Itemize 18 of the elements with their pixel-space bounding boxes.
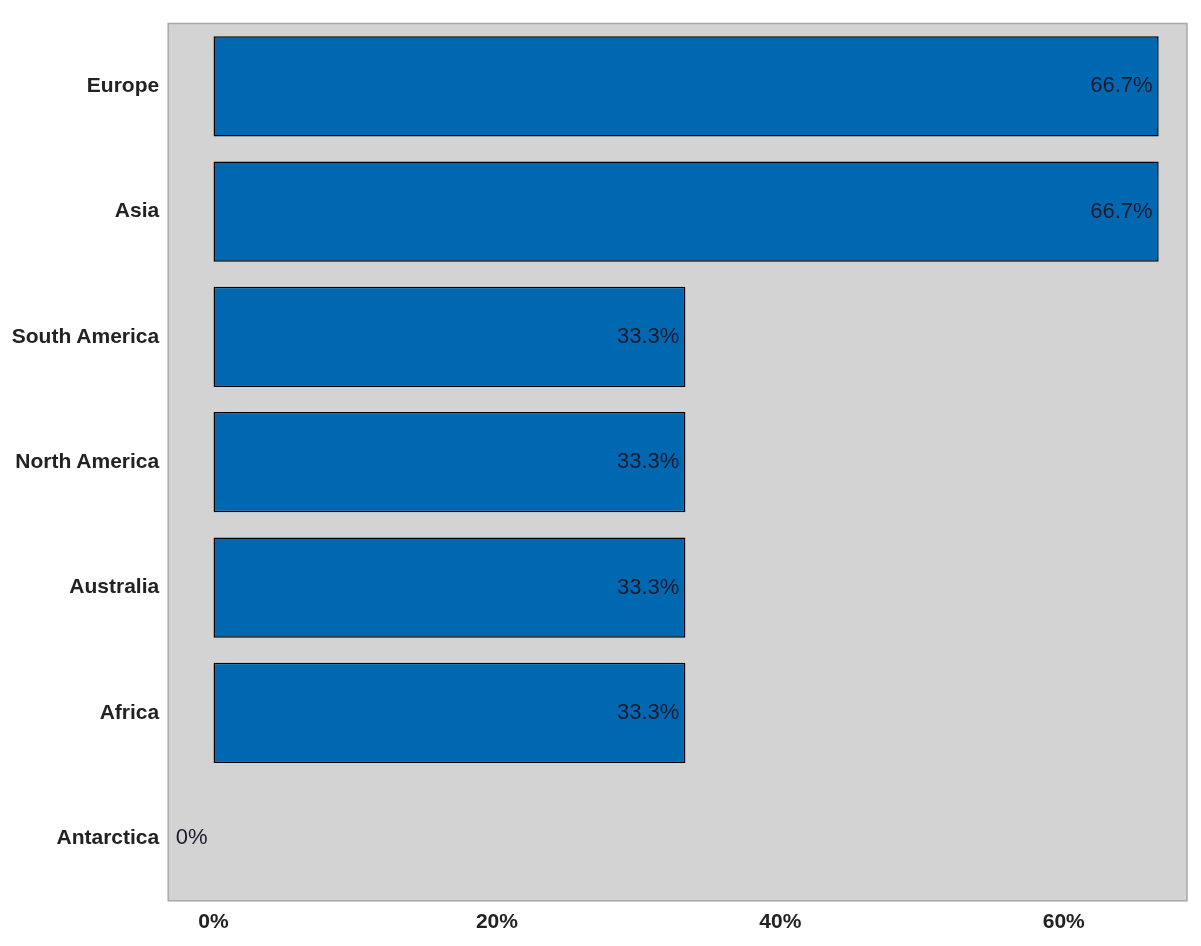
data-label: 66.7% bbox=[1090, 197, 1153, 223]
y-tick-label: South America bbox=[11, 323, 160, 347]
y-tick-label: North America bbox=[15, 449, 160, 472]
y-tick-label: Europe bbox=[86, 73, 160, 97]
data-label: 66.7% bbox=[1090, 72, 1153, 98]
data-label: 0% bbox=[175, 824, 208, 850]
y-tick-label: Australia bbox=[69, 574, 160, 598]
x-tick-label: 20% bbox=[475, 909, 519, 933]
y-tick-label: Antarctica bbox=[56, 824, 160, 848]
data-label: 33.3% bbox=[617, 322, 680, 348]
y-tick-label: Africa bbox=[99, 699, 160, 723]
data-label: 33.3% bbox=[617, 573, 680, 599]
x-tick-label: 0% bbox=[198, 909, 230, 933]
data-label: 33.3% bbox=[617, 698, 680, 724]
data-label: 33.3% bbox=[617, 448, 680, 474]
y-tick-label: Asia bbox=[114, 198, 160, 222]
x-tick-label: 60% bbox=[1042, 909, 1086, 933]
x-tick-label: 40% bbox=[759, 909, 802, 933]
